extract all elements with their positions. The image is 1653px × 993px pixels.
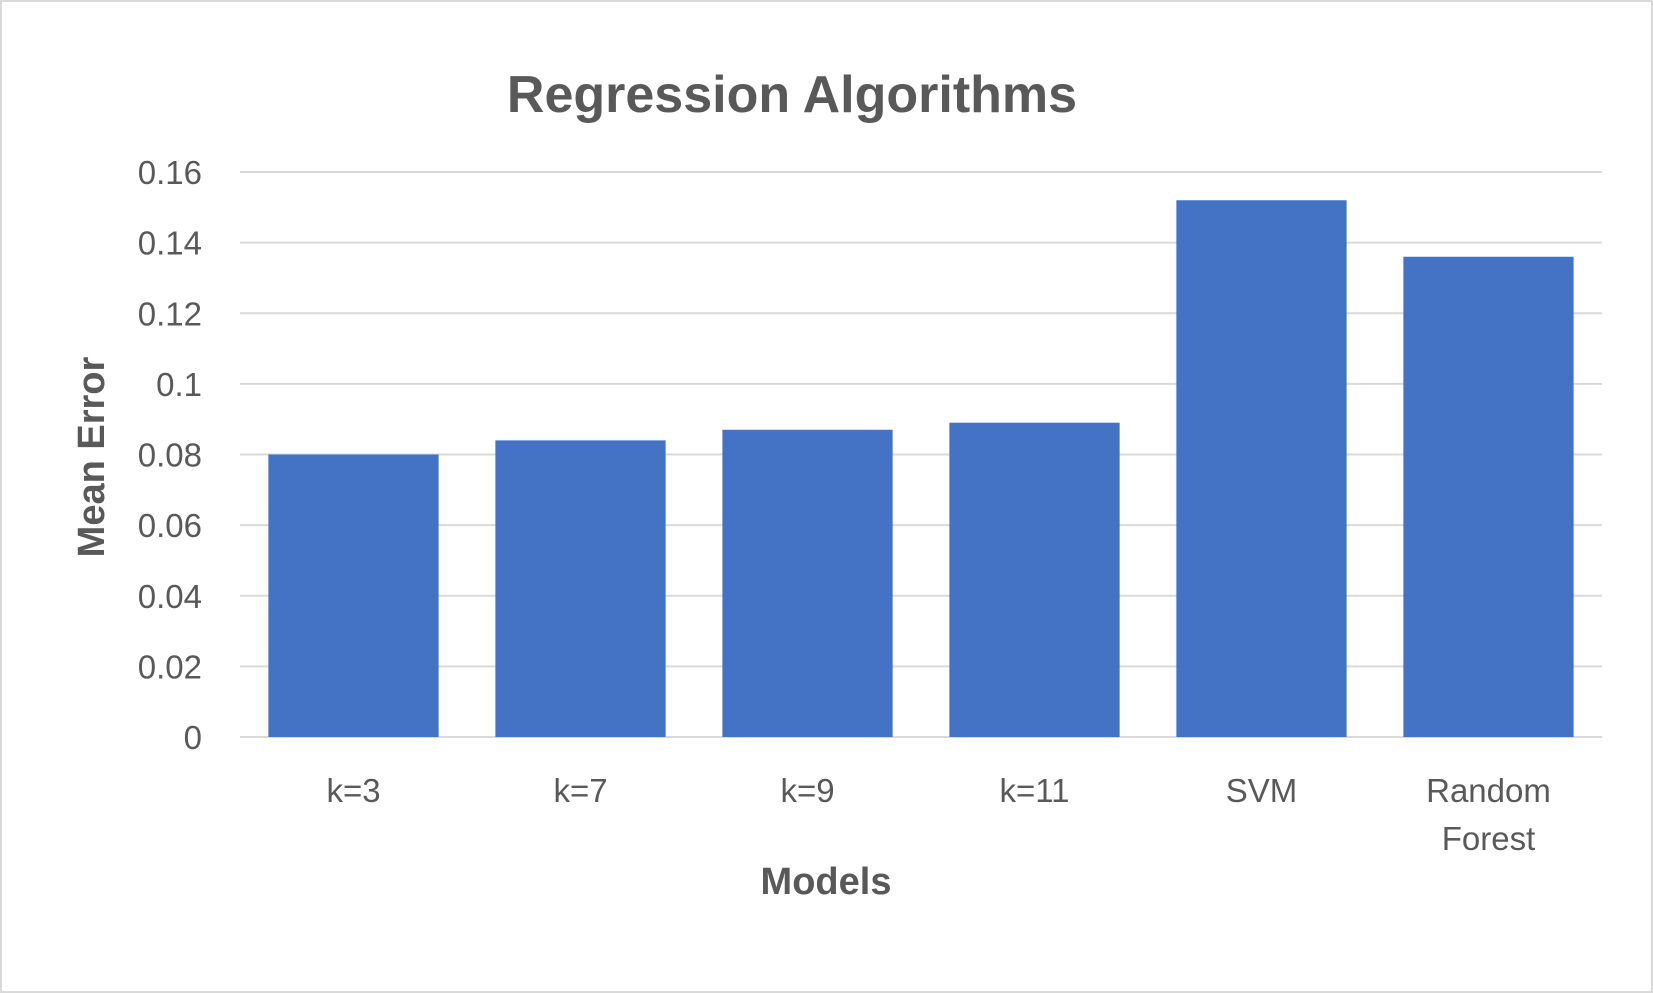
x-tick-label: k=3 [326, 772, 380, 809]
y-tick-label: 0.02 [138, 648, 202, 685]
x-axis-ticks: k=3 k=7 k=9 k=11 SVM Random Forest [326, 772, 1550, 857]
gridlines [240, 171, 1602, 738]
bar-3 [949, 422, 1120, 737]
bar-4 [1176, 200, 1347, 737]
x-tick-label: Random Forest [1426, 772, 1551, 857]
y-tick-label: 0.08 [138, 437, 202, 474]
bar-2 [722, 429, 893, 737]
y-tick-label: 0.06 [138, 507, 202, 544]
x-tick-label: k=7 [553, 772, 607, 809]
bars [268, 200, 1574, 737]
y-tick-label: 0.12 [138, 295, 202, 332]
bar-0 [268, 454, 439, 737]
x-tick-label: k=9 [780, 772, 834, 809]
y-tick-label: 0 [184, 719, 202, 756]
x-tick-label: k=11 [999, 772, 1069, 809]
chart-title: Regression Algorithms [507, 66, 1077, 124]
x-tick-label: SVM [1226, 772, 1298, 809]
bar-1 [495, 440, 666, 737]
bar-5 [1403, 256, 1574, 737]
y-tick-label: 0.04 [138, 578, 202, 615]
y-tick-label: 0.1 [156, 366, 202, 403]
x-axis-title: Models [761, 861, 892, 903]
y-axis-ticks: 0 0.02 0.04 0.06 0.08 0.1 0.12 0.14 0.16 [138, 154, 202, 756]
y-axis-title: Mean Error [71, 356, 113, 557]
y-tick-label: 0.14 [138, 225, 202, 262]
y-tick-label: 0.16 [138, 154, 202, 191]
